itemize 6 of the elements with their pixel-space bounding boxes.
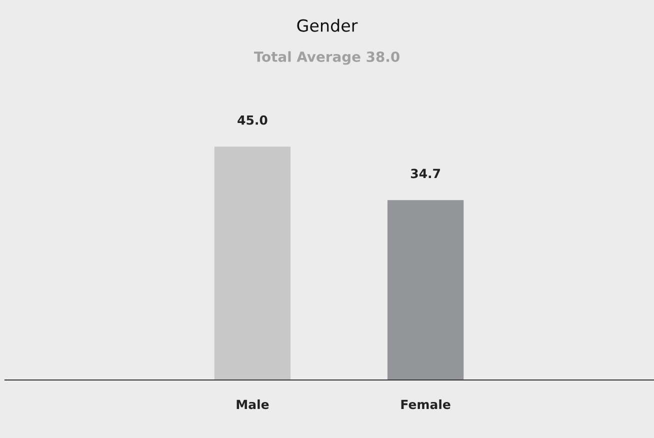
data-label: 34.7 (410, 168, 440, 178)
x-tick-label: Male (236, 399, 269, 410)
data-label: 45.0 (238, 115, 268, 125)
chart-title: Gender (297, 18, 358, 32)
chart-subtitle: Total Average 38.0 (254, 51, 400, 65)
x-tick-label: Female (401, 399, 450, 410)
